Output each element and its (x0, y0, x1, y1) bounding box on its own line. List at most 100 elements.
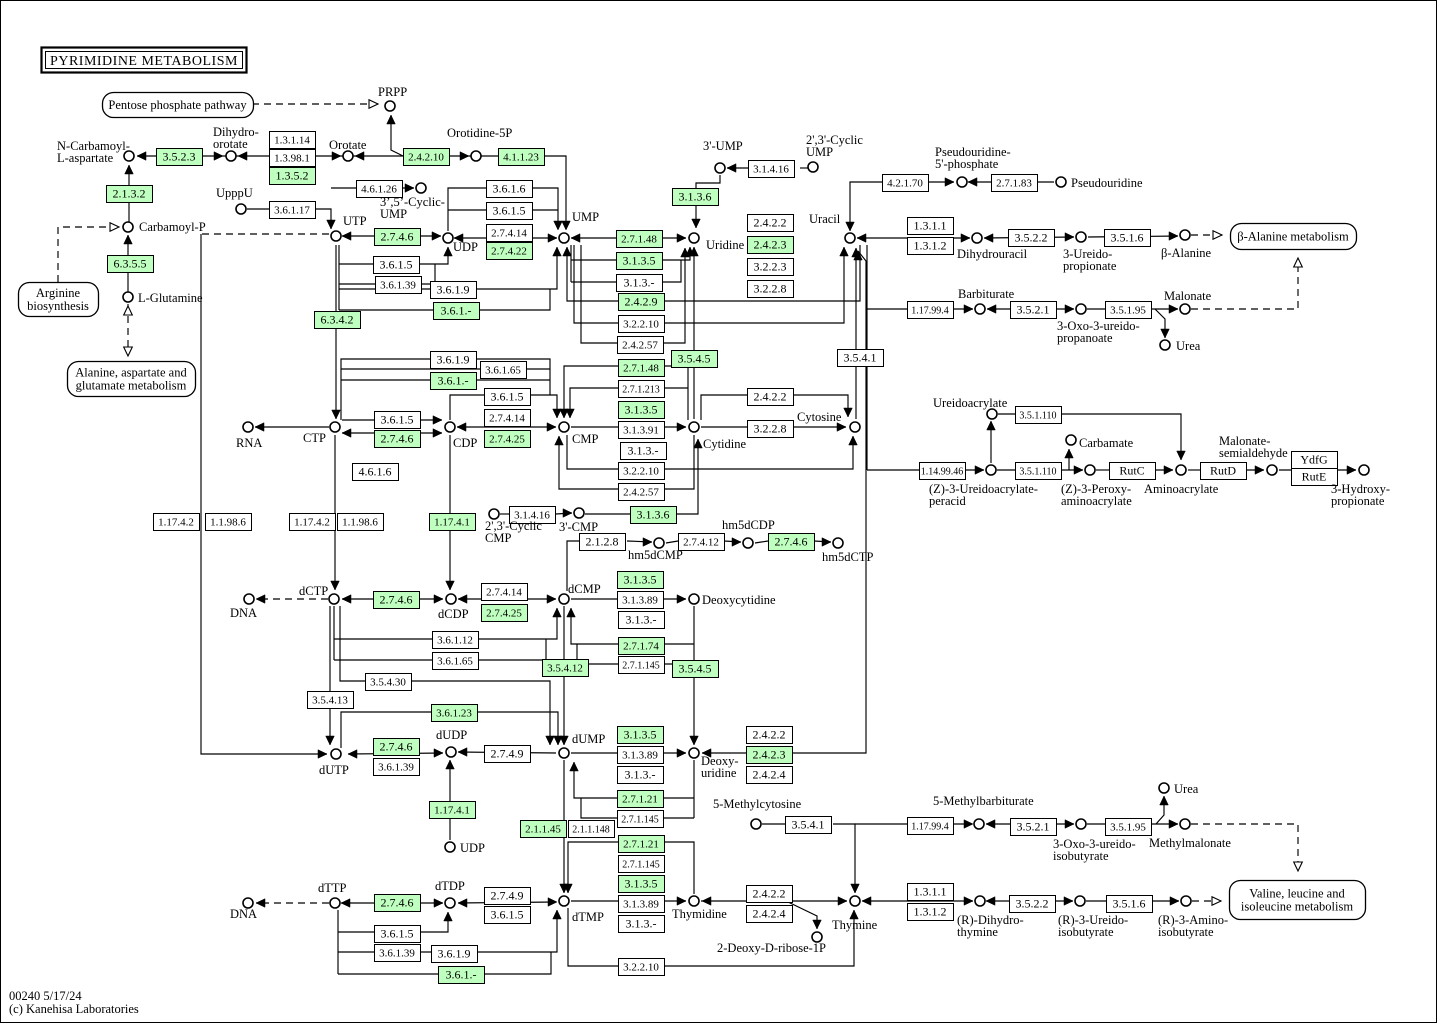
enzyme-box[interactable]: 3.6.1.12 (432, 631, 479, 649)
enzyme-box[interactable]: 3.5.4.13 (307, 691, 354, 709)
compound-r-3-aminoisobutyrate[interactable] (1180, 895, 1192, 907)
compound-l-glutamine[interactable] (122, 291, 134, 303)
enzyme-rect[interactable] (1015, 406, 1062, 424)
enzyme-box[interactable]: 2.7.4.22 (486, 242, 533, 260)
compound-rna[interactable] (242, 421, 254, 433)
enzyme-rect[interactable] (356, 180, 403, 198)
enzyme-box[interactable]: 2.4.2.3 (747, 236, 794, 254)
enzyme-rect[interactable] (156, 148, 203, 166)
enzyme-box[interactable]: 3.6.1.5 (484, 388, 531, 406)
enzyme-rect[interactable] (1010, 301, 1057, 319)
enzyme-rect[interactable] (672, 660, 719, 678)
enzyme-box[interactable]: 3.1.3.5 (617, 571, 664, 589)
enzyme-box[interactable]: RutE (1291, 468, 1338, 486)
enzyme-rect[interactable] (153, 513, 200, 531)
compound-deoxycytidine[interactable] (688, 593, 700, 605)
enzyme-box[interactable]: 2.4.2.2 (746, 726, 793, 744)
enzyme-box[interactable]: 1.3.1.2 (907, 237, 954, 255)
enzyme-rect[interactable] (785, 816, 832, 834)
enzyme-box[interactable]: 3.6.1.5 (484, 906, 531, 924)
pathway-link-rect[interactable] (17, 281, 100, 318)
enzyme-rect[interactable] (205, 513, 252, 531)
enzyme-box[interactable]: 2.7.4.6 (374, 228, 421, 246)
enzyme-rect[interactable] (486, 242, 533, 260)
enzyme-box[interactable]: 3.5.4.12 (542, 659, 589, 677)
compound-3-5-cyclic-ump[interactable] (415, 182, 427, 194)
enzyme-box[interactable]: 1.17.4.1 (429, 801, 476, 819)
enzyme-box[interactable]: 3.5.4.1 (785, 816, 832, 834)
enzyme-box[interactable]: 3.1.4.16 (509, 506, 556, 524)
enzyme-rect[interactable] (365, 673, 412, 691)
compound-pseudouridine[interactable] (1055, 176, 1067, 188)
enzyme-box[interactable]: 3.1.3.- (617, 766, 664, 784)
compound-thymidine[interactable] (688, 895, 700, 907)
enzyme-rect[interactable] (919, 462, 966, 480)
enzyme-rect[interactable] (882, 174, 929, 192)
enzyme-box[interactable]: 2.7.4.9 (484, 745, 531, 763)
enzyme-box[interactable]: 3.1.3.6 (630, 506, 677, 524)
enzyme-rect[interactable] (617, 766, 664, 784)
enzyme-rect[interactable] (618, 421, 665, 439)
compound-z-3-ureidoacrylate-peracid[interactable] (985, 464, 997, 476)
enzyme-box[interactable]: 2.7.4.6 (768, 533, 815, 551)
enzyme-box[interactable]: 1.1.98.6 (337, 513, 384, 531)
compound-cmp[interactable] (558, 421, 570, 433)
enzyme-rect[interactable] (1105, 818, 1152, 836)
enzyme-box[interactable]: 4.6.1.26 (356, 180, 403, 198)
enzyme-box[interactable]: 3.6.1.39 (375, 276, 422, 294)
enzyme-box[interactable]: 3.5.2.2 (1009, 895, 1056, 913)
enzyme-box[interactable]: 2.7.4.6 (373, 591, 420, 609)
enzyme-box[interactable]: 3.6.1.- (433, 302, 480, 320)
enzyme-rect[interactable] (747, 236, 794, 254)
compound-ctp[interactable] (329, 421, 341, 433)
enzyme-box[interactable]: 6.3.4.2 (314, 311, 361, 329)
enzyme-rect[interactable] (374, 411, 421, 429)
enzyme-box[interactable]: 3.1.3.89 (617, 591, 664, 609)
enzyme-box[interactable]: 3.1.3.91 (618, 421, 665, 439)
enzyme-rect[interactable] (617, 571, 664, 589)
enzyme-rect[interactable] (747, 280, 794, 298)
enzyme-rect[interactable] (107, 255, 154, 273)
enzyme-rect[interactable] (618, 483, 665, 501)
compound-uridine[interactable] (688, 232, 700, 244)
enzyme-rect[interactable] (433, 302, 480, 320)
enzyme-rect[interactable] (337, 513, 384, 531)
enzyme-box[interactable]: 3.6.1.9 (430, 351, 477, 369)
enzyme-box[interactable]: 2.4.2.2 (746, 885, 793, 903)
enzyme-rect[interactable] (748, 160, 795, 178)
enzyme-rect[interactable] (907, 903, 954, 921)
enzyme-rect[interactable] (1109, 462, 1156, 480)
enzyme-rect[interactable] (837, 349, 884, 367)
enzyme-box[interactable]: RutC (1109, 462, 1156, 480)
enzyme-rect[interactable] (432, 631, 479, 649)
enzyme-box[interactable]: 2.7.4.25 (481, 604, 528, 622)
enzyme-rect[interactable] (579, 533, 626, 551)
enzyme-box[interactable]: 2.4.2.3 (746, 746, 793, 764)
enzyme-box[interactable]: 3.2.2.10 (618, 958, 665, 976)
enzyme-box[interactable]: 3.5.1.95 (1105, 818, 1152, 836)
enzyme-rect[interactable] (746, 726, 793, 744)
enzyme-rect[interactable] (480, 361, 527, 379)
enzyme-box[interactable]: 4.1.1.23 (498, 148, 545, 166)
enzyme-box[interactable]: 2.7.1.21 (618, 835, 665, 853)
pathway-link-rect[interactable] (1228, 879, 1367, 921)
enzyme-rect[interactable] (106, 185, 153, 203)
enzyme-rect[interactable] (269, 167, 316, 185)
enzyme-box[interactable]: 2.7.4.9 (484, 887, 531, 905)
compound-ump[interactable] (558, 232, 570, 244)
compound-udp-2[interactable] (444, 841, 456, 853)
enzyme-box[interactable]: 3.1.3.- (618, 611, 665, 629)
enzyme-rect[interactable] (430, 281, 477, 299)
enzyme-box[interactable]: 3.5.1.6 (1104, 229, 1151, 247)
compound-dihydrouracil[interactable] (971, 232, 983, 244)
compound-dcdp[interactable] (445, 593, 457, 605)
enzyme-rect[interactable] (618, 656, 665, 674)
enzyme-box[interactable]: 4.2.1.70 (882, 174, 929, 192)
compound-3-cmp[interactable] (573, 507, 585, 519)
enzyme-rect[interactable] (618, 380, 665, 398)
enzyme-rect[interactable] (542, 659, 589, 677)
enzyme-rect[interactable] (520, 820, 567, 838)
enzyme-rect[interactable] (486, 224, 533, 242)
compound-dtmp[interactable] (558, 895, 570, 907)
